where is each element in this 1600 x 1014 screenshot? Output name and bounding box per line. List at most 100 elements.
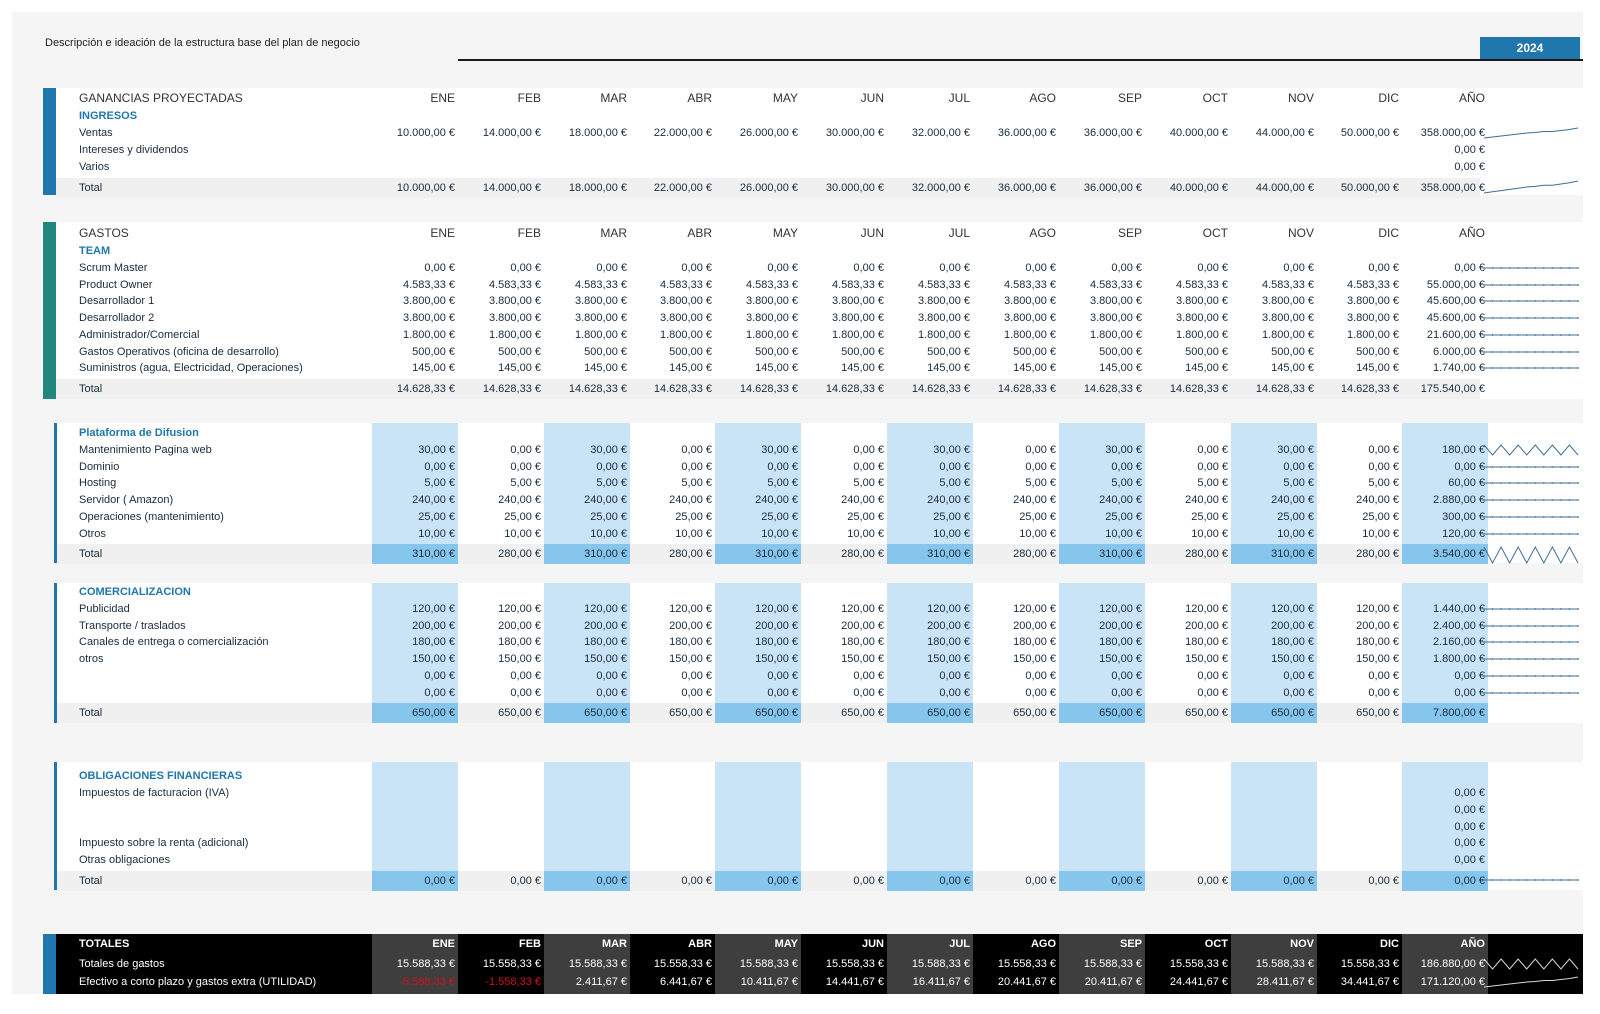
- year-badge[interactable]: 2024: [1480, 37, 1580, 59]
- value-cell-ago: 14.628,33 €: [997, 382, 1056, 395]
- value-cell-sep: 180,00 €: [1099, 636, 1142, 649]
- sparkline-point: [1491, 350, 1494, 353]
- table-row: Servidor ( Amazon) 240,00 € 240,00 € 240,00…: [56, 492, 1485, 508]
- sparkline-point: [1500, 283, 1502, 286]
- value-cell-abr: 14.628,33 €: [653, 382, 712, 395]
- total-band: [1059, 871, 1145, 891]
- obligations-section-marker: [54, 762, 57, 890]
- value-cell-dic: 0,00 €: [1368, 444, 1399, 456]
- value-cell-oct: 0,00 €: [1197, 460, 1228, 473]
- month-header-año: AÑO: [1458, 226, 1485, 240]
- value-cell-mar: 18.000,00 €: [568, 127, 627, 139]
- value-cell-nov: 150,00 €: [1271, 653, 1314, 666]
- sparkline-point: [1551, 333, 1554, 336]
- sparkline-point: [1542, 317, 1545, 319]
- sparkline-point: [1525, 658, 1528, 660]
- value-cell-jun: 0,00 €: [853, 875, 884, 887]
- sparkline-point: [1508, 283, 1511, 286]
- totals-column-shade: [1402, 934, 1488, 994]
- sparkline-point: [1483, 465, 1485, 468]
- value-cell-año: 2.400,00 €: [1433, 619, 1485, 632]
- total-band: [1402, 871, 1488, 891]
- row-label: Ventas: [79, 127, 113, 139]
- value-cell-ago: 1.800,00 €: [1004, 328, 1056, 341]
- value-cell-mar: 200,00 €: [584, 619, 627, 632]
- value-cell-ago: 20.441,67 €: [997, 976, 1056, 988]
- value-cell-año: 358.000,00 €: [1420, 182, 1485, 194]
- sparkline: [1483, 180, 1579, 194]
- value-cell-ene: 10.000,00 €: [396, 127, 455, 139]
- sparkline-point: [1551, 641, 1554, 644]
- sparkline-line: [1483, 976, 1579, 988]
- value-cell-mar: 310,00 €: [584, 548, 627, 561]
- sparkline-point: [1577, 624, 1579, 627]
- value-cell-feb: 0,00 €: [510, 460, 541, 473]
- value-cell-ene: 500,00 €: [412, 345, 455, 358]
- month-header-jun: JUN: [860, 91, 884, 105]
- value-cell-ene: -5.588,33 €: [399, 976, 455, 988]
- value-cell-dic: 34.441,67 €: [1340, 976, 1399, 988]
- value-cell-jul: 650,00 €: [927, 707, 970, 720]
- month-header-jul: JUL: [948, 226, 970, 240]
- value-cell-sep: 0,00 €: [1111, 669, 1142, 682]
- sparkline: [1483, 608, 1579, 610]
- value-cell-sep: 15.588,33 €: [1083, 958, 1142, 970]
- column-band: [1059, 762, 1145, 890]
- section-subtitle-row: COMERCIALIZACION: [56, 584, 1480, 600]
- value-cell-may: 5,00 €: [767, 477, 798, 490]
- value-cell-ene: 0,00 €: [424, 875, 455, 887]
- value-cell-abr: 180,00 €: [669, 636, 712, 649]
- sparkline: [1483, 546, 1579, 565]
- value-cell-sep: 145,00 €: [1099, 362, 1142, 375]
- sparkline-point: [1568, 333, 1571, 336]
- sparkline-point: [1500, 367, 1502, 370]
- table-row: Dominio 0,00 € 0,00 € 0,00 € 0,00 € 0,00 € 0,0…: [56, 459, 1485, 475]
- value-cell-oct: 40.000,00 €: [1169, 127, 1228, 139]
- value-cell-feb: 150,00 €: [498, 653, 541, 666]
- value-cell-ene: 200,00 €: [412, 619, 455, 632]
- value-cell-oct: 650,00 €: [1185, 707, 1228, 720]
- sparkline-point: [1577, 300, 1579, 303]
- value-cell-dic: 50.000,00 €: [1340, 182, 1399, 194]
- value-cell-jun: 0,00 €: [853, 262, 884, 274]
- value-cell-jul: 240,00 €: [927, 494, 970, 507]
- sparkline: [1483, 532, 1579, 535]
- value-cell-dic: 120,00 €: [1356, 603, 1399, 615]
- sparkline-point: [1560, 367, 1562, 370]
- table-row: Otras obligaciones 0,00 €: [56, 852, 1485, 868]
- value-cell-jul: 30,00 €: [933, 444, 970, 456]
- value-cell-año: 0,00 €: [1454, 144, 1485, 156]
- value-cell-jun: 240,00 €: [841, 494, 884, 507]
- sparkline-point: [1577, 482, 1579, 485]
- value-cell-ago: 0,00 €: [1025, 444, 1056, 456]
- sparkline-point: [1517, 499, 1520, 501]
- sparkline-point: [1508, 499, 1511, 501]
- column-band: [372, 423, 458, 563]
- sparkline-line: [1483, 444, 1579, 456]
- column-band: [544, 762, 630, 890]
- value-cell-jun: 0,00 €: [853, 686, 884, 699]
- value-cell-may: 0,00 €: [767, 669, 798, 682]
- sparkline-point: [1534, 465, 1537, 468]
- total-row: Total 14.628,33 € 14.628,33 € 14.628,33 € 14…: [56, 378, 1485, 399]
- total-band: [1231, 871, 1317, 891]
- sparkline-point: [1517, 482, 1520, 485]
- value-cell-ago: 650,00 €: [1013, 707, 1056, 720]
- value-cell-ene: 30,00 €: [418, 444, 455, 456]
- value-cell-oct: 150,00 €: [1185, 653, 1228, 666]
- sparkline: [1483, 658, 1579, 660]
- sparkline: [1483, 267, 1579, 269]
- platform-section-marker: [54, 423, 57, 563]
- sparkline-point: [1483, 691, 1485, 694]
- sparkline-point: [1560, 879, 1562, 881]
- value-cell-ago: 120,00 €: [1013, 603, 1056, 615]
- value-cell-jul: 0,00 €: [939, 875, 970, 887]
- value-cell-dic: 150,00 €: [1356, 653, 1399, 666]
- value-cell-feb: 0,00 €: [510, 262, 541, 274]
- value-cell-oct: 145,00 €: [1185, 362, 1228, 375]
- sparkline-point: [1525, 465, 1528, 468]
- value-cell-jul: 4.583,33 €: [918, 278, 970, 291]
- sparkline-point: [1500, 641, 1502, 644]
- value-cell-feb: 240,00 €: [498, 494, 541, 507]
- row-label: Otros: [79, 527, 106, 540]
